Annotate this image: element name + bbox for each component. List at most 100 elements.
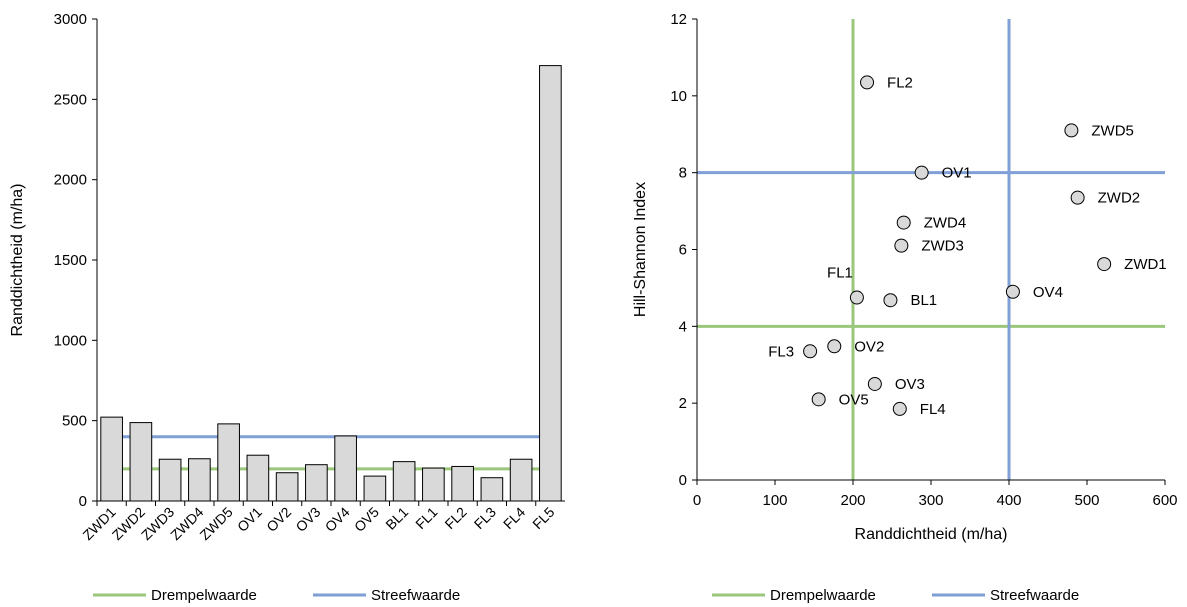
scatter-point [827, 339, 842, 354]
scatter-point [860, 75, 875, 90]
bar-reference-lines [107, 435, 555, 471]
scatter-point [883, 293, 898, 308]
scatter-y-tick-label: 4 [679, 318, 687, 335]
legend-right: Drempelwaarde Streefwaarde [712, 587, 1079, 604]
scatter-point-label: ZWD4 [924, 215, 967, 232]
bar-x-tick-label: BL1 [382, 504, 411, 533]
bar [188, 458, 211, 502]
scatter-chart: FL2 ZWD5 OV1 ZWD2 ZWD4 ZWD3 ZWD1 FL1 BL1 OV4 FL3 OV… [632, 11, 1178, 543]
scatter-x-tick-label: 0 [693, 492, 701, 509]
scatter-point [803, 344, 818, 359]
legend-threshold-label: Drempelwaarde [151, 587, 257, 604]
bar [509, 458, 533, 502]
scatter-point [894, 238, 909, 253]
scatter-point-label: ZWD5 [1091, 122, 1134, 139]
bar [539, 65, 562, 502]
scatter-y-tick-labels: 0 2 4 6 8 10 12 [670, 11, 687, 489]
scatter-point-label: FL1 [827, 265, 853, 282]
legend-threshold-label: Drempelwaarde [770, 587, 876, 604]
bar-y-tick-labels: 0 500 1000 1500 2000 2500 3000 [54, 11, 87, 510]
bar [363, 475, 387, 502]
legend-target-label: Streefwaarde [371, 587, 460, 604]
bar [451, 465, 474, 502]
scatter-series [803, 75, 1112, 416]
scatter-point-label: OV1 [942, 165, 972, 182]
scatter-x-tick-label: 600 [1152, 492, 1177, 509]
bar [217, 423, 240, 502]
bar-y-tick-label: 3000 [54, 11, 87, 28]
scatter-point [811, 392, 826, 407]
legend-target-label: Streefwaarde [990, 587, 1079, 604]
bar-y-axis-label: Randdichtheid (m/ha) [9, 184, 26, 337]
bar [392, 461, 416, 502]
scatter-point [914, 165, 929, 180]
scatter-x-tick-label: 200 [840, 492, 865, 509]
bar-y-tick-label: 1500 [54, 252, 87, 269]
scatter-x-tick-label: 400 [996, 492, 1021, 509]
scatter-point-label: FL2 [887, 74, 913, 91]
bar [480, 477, 504, 502]
scatter-point-label: FL3 [768, 343, 794, 360]
bar-x-tick-label: OV2 [263, 504, 294, 535]
bar [334, 435, 357, 502]
bar-x-tick-label: FL5 [529, 504, 558, 533]
bar-y-tick-label: 2000 [54, 172, 87, 189]
bar [422, 467, 445, 502]
scatter-point [1064, 123, 1079, 138]
scatter-point [1070, 190, 1085, 205]
bar-x-tick-label: OV1 [234, 504, 265, 535]
scatter-y-tick-label: 10 [670, 88, 687, 105]
scatter-point-label: FL4 [920, 401, 946, 418]
bar-x-tick-label: FL2 [441, 504, 470, 533]
legend-left: Drempelwaarde Streefwaarde [93, 587, 460, 604]
scatter-point [1097, 257, 1112, 272]
scatter-y-tick-label: 12 [670, 11, 687, 28]
scatter-x-axis-label: Randdichtheid (m/ha) [855, 526, 1008, 543]
scatter-point [867, 376, 882, 391]
bar-axes [92, 18, 565, 506]
scatter-point [849, 290, 864, 305]
scatter-y-axis-label: Hill-Shannon Index [632, 182, 649, 317]
scatter-point-labels: FL2 ZWD5 OV1 ZWD2 ZWD4 ZWD3 ZWD1 FL1 BL1 OV4 FL3 OV… [768, 74, 1166, 418]
scatter-x-tick-label: 100 [762, 492, 787, 509]
scatter-point [892, 401, 907, 416]
bar-chart: 0 500 1000 1500 2000 2500 3000 ZWD1ZWD2ZWD3ZWD… [9, 11, 565, 543]
scatter-point-label: OV5 [839, 391, 869, 408]
bar [100, 416, 123, 502]
scatter-point-label: OV4 [1033, 284, 1063, 301]
bar-x-tick-label: FL3 [471, 504, 500, 533]
scatter-reference-lines [697, 19, 1165, 480]
bar-x-tick-label: FL1 [412, 504, 441, 533]
scatter-point [1005, 284, 1020, 299]
scatter-point [896, 215, 911, 230]
scatter-x-tick-labels: 0 100 200 300 400 500 600 [693, 492, 1178, 509]
scatter-y-tick-label: 0 [679, 472, 687, 489]
bar [158, 458, 182, 502]
scatter-point-label: ZWD2 [1098, 190, 1141, 207]
scatter-x-tick-label: 300 [918, 492, 943, 509]
scatter-axes [692, 18, 1166, 485]
bar [246, 454, 270, 502]
scatter-point-label: OV3 [895, 376, 925, 393]
scatter-x-tick-label: 500 [1074, 492, 1099, 509]
bar-x-tick-label: FL4 [500, 504, 529, 533]
scatter-point-label: ZWD3 [921, 238, 964, 255]
bar-x-tick-label: OV4 [322, 504, 353, 535]
bar [129, 422, 153, 502]
bar-y-tick-label: 0 [79, 493, 87, 510]
bar-y-tick-label: 2500 [54, 91, 87, 108]
scatter-y-tick-label: 2 [679, 395, 687, 412]
bar-y-tick-label: 1000 [54, 332, 87, 349]
bar-x-tick-label: OV5 [351, 504, 382, 535]
bar-x-tick-label: OV3 [292, 504, 323, 535]
scatter-point-label: ZWD1 [1124, 256, 1167, 273]
scatter-point-label: BL1 [910, 292, 937, 309]
scatter-y-tick-label: 6 [679, 242, 687, 259]
bar-x-tick-label: ZWD5 [196, 504, 236, 544]
scatter-y-tick-label: 8 [679, 165, 687, 182]
scatter-point-label: OV2 [854, 338, 884, 355]
bar [305, 464, 328, 502]
bar-y-tick-label: 500 [62, 413, 87, 430]
